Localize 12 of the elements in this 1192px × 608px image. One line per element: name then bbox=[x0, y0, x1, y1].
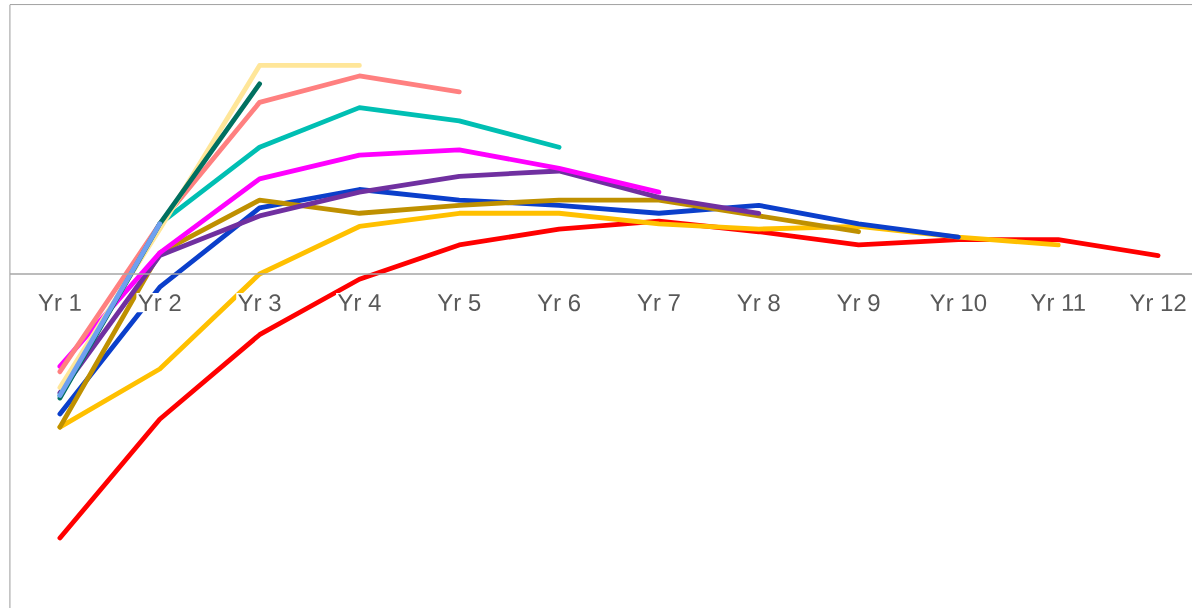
x-tick-label: Yr 1 bbox=[38, 294, 81, 311]
x-tick-label: Yr 8 bbox=[737, 294, 780, 312]
x-tick-label: Yr 5 bbox=[437, 294, 481, 311]
x-tick-label: Yr 6 bbox=[537, 294, 581, 312]
x-tick-label: Yr 7 bbox=[637, 294, 680, 311]
x-tick-label: Yr 11 bbox=[1030, 294, 1085, 311]
x-tick-label: Yr 9 bbox=[837, 294, 880, 312]
x-tick-label: Yr 10 bbox=[930, 294, 987, 312]
x-tick-label: Yr 3 bbox=[238, 294, 281, 312]
x-tick-label: Yr 4 bbox=[337, 294, 381, 311]
x-tick-label: Yr 2 bbox=[138, 294, 181, 312]
x-tick-label: Yr 12 bbox=[1129, 294, 1186, 312]
